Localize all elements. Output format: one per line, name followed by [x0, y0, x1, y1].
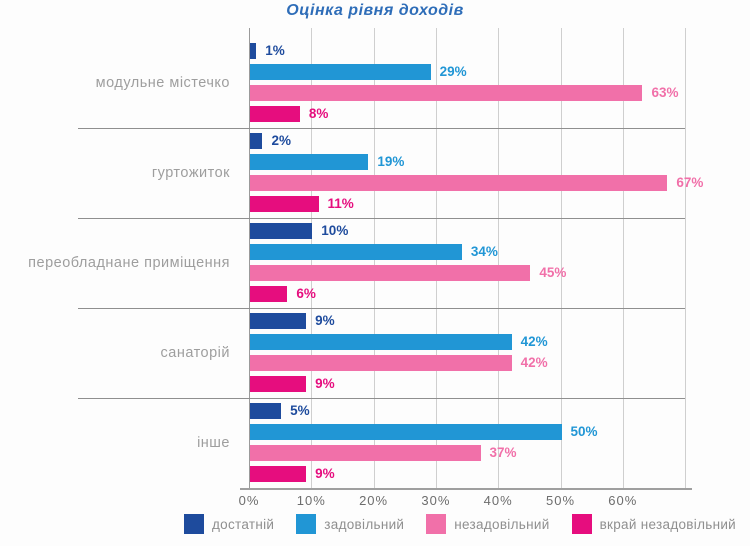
gridline — [685, 28, 687, 488]
bar-sufficient — [250, 402, 282, 419]
category-group: інше 5% 50% 37% 9% — [0, 398, 750, 488]
legend-label: незадовільний — [454, 516, 550, 532]
legend-swatch — [426, 514, 447, 534]
bar-extremely-unsatisfactory — [250, 375, 307, 392]
legend-item: задовільний — [296, 514, 404, 534]
legend: достатній задовільний незадовільний вкрай н… — [184, 514, 736, 534]
x-tick-label: 30% — [421, 493, 451, 508]
x-tick-label: 50% — [545, 493, 576, 508]
x-tick-label: 40% — [483, 493, 513, 508]
category-group: гуртожиток 2% 19% 67% 11% — [0, 128, 750, 218]
value-label: 2% — [271, 132, 291, 148]
legend-item: незадовільний — [426, 514, 549, 534]
group-separator — [78, 397, 685, 399]
bar-satisfactory — [250, 423, 562, 440]
category-label: переобладнане приміщення — [28, 254, 230, 271]
value-label: 29% — [439, 63, 467, 79]
legend-label: достатній — [212, 516, 275, 532]
legend-swatch — [184, 514, 204, 534]
group-separator — [78, 307, 685, 309]
legend-swatch — [296, 514, 317, 534]
value-label: 5% — [290, 402, 310, 418]
x-tick-label: 10% — [296, 493, 326, 508]
value-label: 9% — [315, 465, 335, 481]
bar-unsatisfactory — [250, 354, 512, 371]
category-label: гуртожиток — [151, 164, 230, 181]
bar-satisfactory — [250, 63, 431, 80]
value-label: 8% — [308, 105, 329, 121]
bar-sufficient — [250, 42, 257, 59]
bar-unsatisfactory — [250, 264, 531, 281]
value-label: 19% — [377, 153, 405, 169]
value-label: 50% — [570, 423, 598, 439]
legend-label: задовільний — [324, 516, 405, 532]
value-label: 45% — [539, 264, 567, 280]
bar-sufficient — [250, 222, 313, 239]
gridline — [622, 28, 624, 488]
bar-extremely-unsatisfactory — [250, 105, 300, 122]
value-label: 9% — [315, 375, 335, 391]
legend-label: вкрай незадовільний — [599, 516, 737, 532]
legend-swatch — [571, 514, 592, 534]
x-tick-label: 20% — [359, 493, 389, 508]
bar-extremely-unsatisfactory — [250, 195, 319, 212]
value-label: 1% — [265, 42, 285, 58]
chart-title: Оцінка рівня доходів — [286, 2, 464, 19]
category-label: санаторій — [160, 344, 230, 361]
bar-unsatisfactory — [250, 444, 481, 461]
category-label: модульне містечко — [95, 74, 230, 91]
category-group: модульне містечко 1% 29% 63% 8% — [0, 38, 750, 128]
bar-satisfactory — [250, 333, 512, 350]
value-label: 67% — [676, 174, 704, 190]
value-label: 6% — [296, 285, 316, 301]
bar-satisfactory — [250, 243, 462, 260]
gridline — [560, 28, 562, 488]
category-label: інше — [197, 434, 230, 451]
value-label: 42% — [520, 333, 548, 349]
gridline — [498, 28, 500, 488]
legend-item: вкрай незадовільний — [571, 514, 737, 534]
bar-unsatisfactory — [250, 174, 668, 191]
value-label: 9% — [315, 312, 335, 328]
value-label: 10% — [321, 222, 349, 238]
y-axis-line — [249, 28, 250, 488]
bar-sufficient — [250, 312, 307, 329]
bar-sufficient — [250, 132, 263, 149]
value-label: 34% — [470, 243, 498, 259]
value-label: 42% — [520, 354, 548, 370]
value-label: 63% — [651, 84, 679, 100]
bar-extremely-unsatisfactory — [250, 285, 288, 302]
x-axis-line — [240, 488, 692, 490]
category-group: санаторій 9% 42% 42% 9% — [0, 308, 750, 398]
category-group: переобладнане приміщення 10% 34% 45% 6% — [0, 218, 750, 308]
x-tick-label: 60% — [608, 493, 638, 508]
x-tick-label: 0% — [238, 493, 260, 508]
bar-satisfactory — [250, 153, 369, 170]
group-separator — [78, 217, 685, 219]
value-label: 11% — [327, 195, 354, 211]
legend-item: достатній — [184, 514, 274, 534]
value-label: 37% — [489, 444, 517, 460]
bar-extremely-unsatisfactory — [250, 465, 307, 482]
group-separator — [78, 127, 685, 129]
bar-unsatisfactory — [250, 84, 643, 101]
